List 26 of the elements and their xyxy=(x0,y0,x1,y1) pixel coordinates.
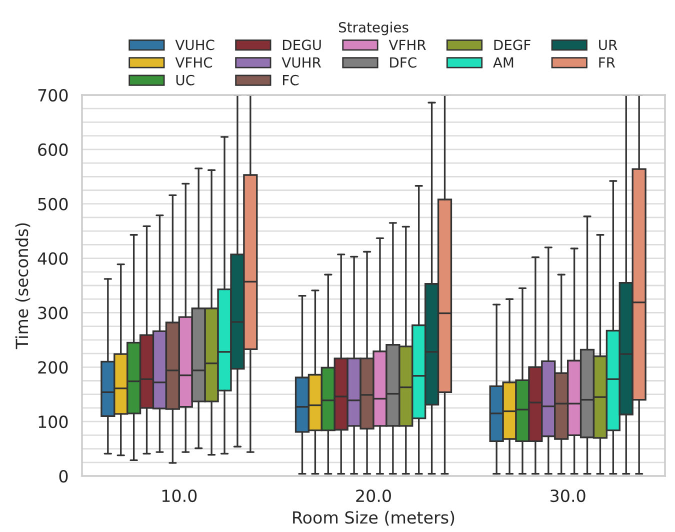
legend-label: DFC xyxy=(390,57,416,68)
legend-label: VUHR xyxy=(282,57,322,68)
legend-label: DEGU xyxy=(283,40,321,50)
legend-title: Strategies xyxy=(338,22,408,36)
legend-label: FC xyxy=(283,74,299,86)
y-tick-label: 700 xyxy=(38,88,68,102)
legend-label: UC xyxy=(176,74,194,86)
x-axis-title: Room Size (meters) xyxy=(293,510,454,526)
y-axis-title: Time (seconds) xyxy=(15,223,30,350)
y-tick-label: 0 xyxy=(59,470,68,483)
x-tick-label: 30.0 xyxy=(550,489,586,502)
legend-label: DEGF xyxy=(494,40,530,50)
legend-label: FR xyxy=(599,57,616,68)
y-tick-label: 300 xyxy=(38,306,68,320)
y-tick-label: 500 xyxy=(38,198,68,210)
legend-label: AM xyxy=(493,57,514,68)
x-tick-label: 20.0 xyxy=(356,489,391,502)
y-tick-label: 600 xyxy=(38,143,68,156)
legend-label: UR xyxy=(599,40,618,50)
legend-label: VUHC xyxy=(175,40,214,50)
x-tick-label: 10.0 xyxy=(162,489,197,502)
legend-label: VFHR xyxy=(388,40,426,50)
y-tick-label: 200 xyxy=(38,361,68,374)
legend-label: VFHC xyxy=(175,57,212,68)
y-tick-label: 100 xyxy=(38,416,68,428)
y-tick-label: 400 xyxy=(38,252,68,265)
